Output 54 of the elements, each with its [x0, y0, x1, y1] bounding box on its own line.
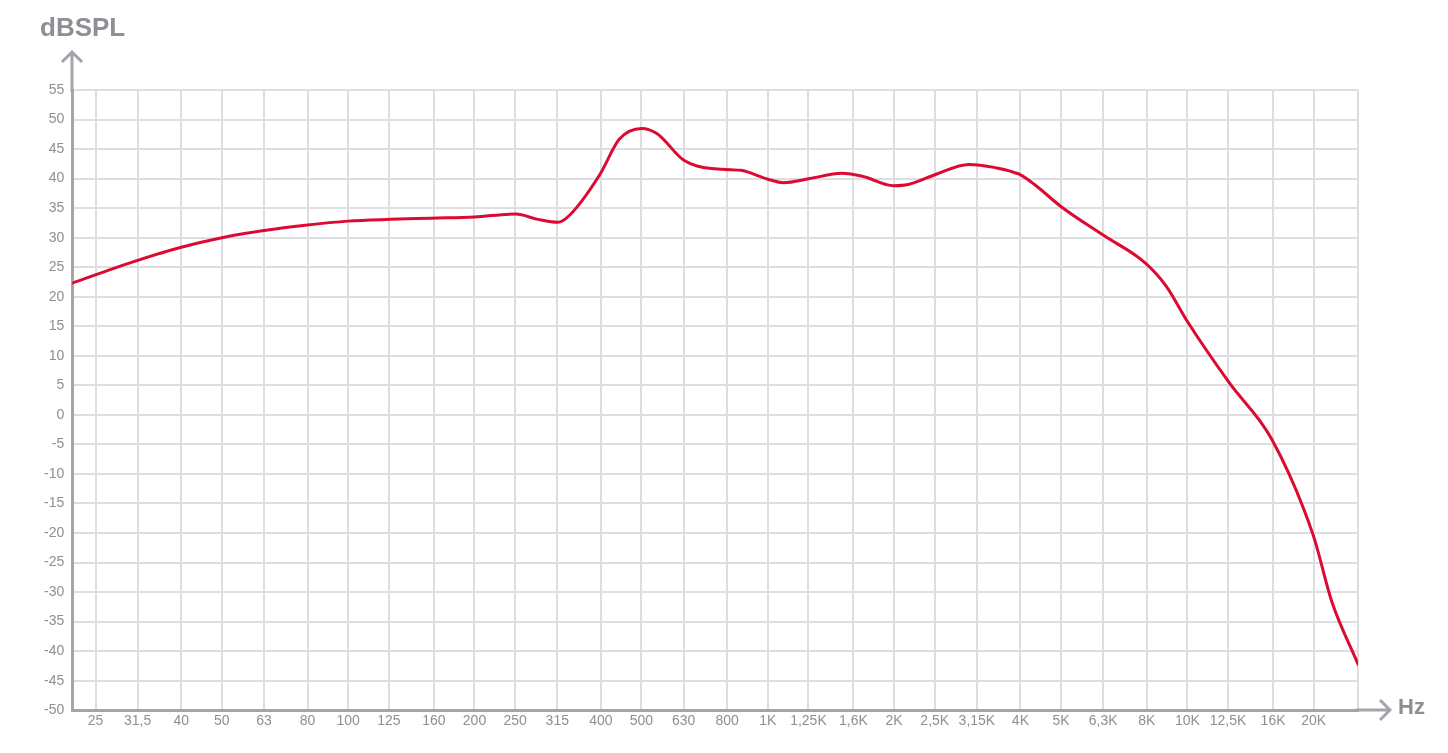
y-tick-label: 35 [48, 198, 65, 215]
x-tick-label: 31,5 [124, 712, 152, 729]
x-tick-label: 2K [885, 712, 904, 729]
x-tick-label: 80 [299, 712, 316, 729]
x-tick-label: 160 [422, 712, 446, 729]
y-tick-label: -20 [44, 523, 65, 540]
y-tick-label: -5 [51, 435, 65, 452]
y-tick-label: 45 [48, 139, 65, 156]
y-tick-label: 5 [56, 376, 65, 393]
x-tick-label: 1K [759, 712, 778, 729]
y-tick-label: 10 [48, 346, 65, 363]
x-tick-label: 8K [1138, 712, 1156, 729]
y-tick-label: 55 [48, 80, 65, 97]
y-tick-label: -45 [44, 671, 65, 688]
x-tick-label: 3,15K [958, 712, 996, 729]
x-tick-label: 40 [173, 712, 190, 729]
x-tick-label: 315 [545, 712, 570, 729]
x-tick-label: 16K [1260, 712, 1287, 729]
x-tick-label: 20K [1301, 712, 1327, 729]
x-tick-label: 400 [589, 712, 613, 729]
x-tick-label: 12,5K [1209, 712, 1248, 729]
x-axis-title: Hz [1398, 694, 1425, 720]
y-tick-label: 15 [48, 317, 65, 334]
x-tick-label: 63 [256, 712, 272, 729]
x-tick-label: 200 [462, 712, 487, 729]
x-tick-label: 250 [503, 712, 528, 729]
x-tick-label: 800 [715, 712, 740, 729]
x-tick-label: 1,6K [839, 712, 869, 729]
y-tick-label: 20 [48, 287, 65, 304]
x-tick-label: 25 [87, 712, 104, 729]
x-tick-label: 125 [377, 712, 401, 729]
x-tick-label: 5K [1052, 712, 1071, 729]
x-tick-label: 50 [214, 712, 230, 729]
y-tick-label: -10 [44, 464, 65, 481]
y-tick-label: 0 [56, 405, 65, 422]
x-tick-label: 1,25K [790, 712, 828, 729]
y-tick-label: 50 [48, 110, 65, 127]
x-tick-label: 6,3K [1088, 712, 1119, 729]
y-tick-label: 25 [48, 258, 65, 275]
y-tick-label: -35 [44, 612, 65, 629]
y-tick-label: -40 [44, 641, 65, 658]
x-tick-label: 630 [671, 712, 696, 729]
y-axis-title: dBSPL [40, 12, 126, 43]
y-tick-label: -15 [44, 494, 65, 511]
y-tick-label: -25 [44, 553, 65, 570]
x-tick-label: 2,5K [920, 712, 950, 729]
y-tick-label: 40 [48, 169, 65, 186]
x-tick-label: 500 [629, 712, 654, 729]
y-tick-label: -30 [44, 582, 65, 599]
x-tick-label: 100 [336, 712, 361, 729]
y-tick-label: 30 [48, 228, 65, 245]
x-tick-label: 4K [1011, 712, 1030, 729]
y-tick-label: -50 [44, 701, 65, 718]
x-tick-label: 10K [1174, 712, 1201, 729]
